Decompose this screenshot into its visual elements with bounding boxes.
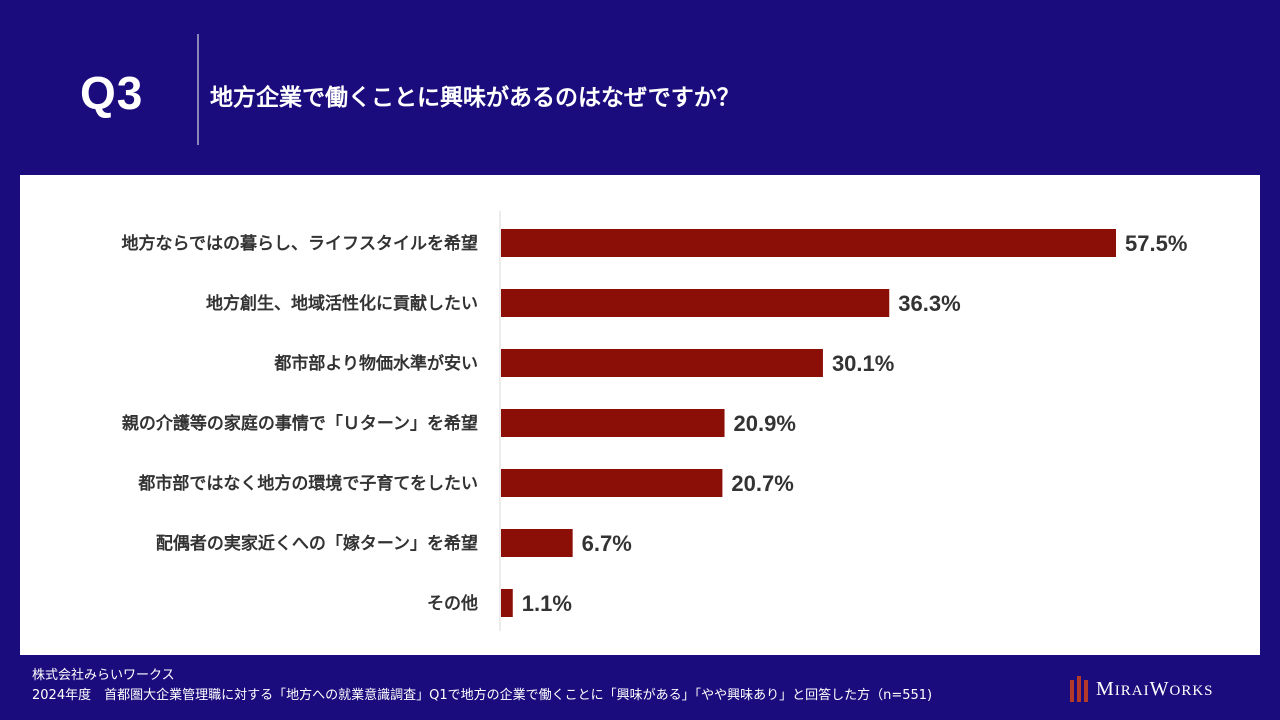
bar [501, 469, 723, 497]
header-divider [197, 34, 199, 145]
category-label: その他 [427, 593, 478, 614]
category-label: 親の介護等の家庭の事情で「Ｕターン」を希望 [122, 413, 478, 434]
value-label: 20.9% [734, 411, 796, 436]
chart-panel: 地方ならではの暮らし、ライフスタイルを希望 57.5% 地方創生、地域活性化に貢献し… [20, 175, 1260, 655]
value-label: 57.5% [1125, 231, 1187, 256]
bar [501, 409, 725, 437]
category-label: 都市部より物価水準が安い [273, 353, 478, 374]
bar [501, 229, 1116, 257]
logo-icon [1070, 676, 1088, 702]
bar [501, 589, 513, 617]
company-name: 株式会社みらいワークス [32, 668, 175, 683]
category-label: 地方創生、地域活性化に貢献したい [206, 293, 478, 314]
value-label: 36.3% [898, 291, 960, 316]
footer-notes: 株式会社みらいワークス 2024年度 首都圏大企業管理職に対する「地方への就業意… [32, 666, 932, 706]
bar [501, 349, 823, 377]
miraiworks-logo: MIRAIWORKS [1070, 676, 1214, 702]
bar [501, 529, 573, 557]
value-label: 30.1% [832, 351, 894, 376]
value-label: 1.1% [522, 591, 572, 616]
bar [501, 289, 890, 317]
logo-text: MIRAIWORKS [1096, 677, 1214, 700]
value-label: 6.7% [582, 531, 632, 556]
bar-chart: 地方ならではの暮らし、ライフスタイルを希望 57.5% 地方創生、地域活性化に貢献し… [122, 211, 1187, 631]
category-label: 都市部ではなく地方の環境で子育てをしたい [137, 473, 478, 494]
page-title: 地方企業で働くことに興味があるのはなぜですか？ [210, 85, 740, 111]
survey-source: 2024年度 首都圏大企業管理職に対する「地方への就業意識調査」Q1で地方の企業… [32, 688, 933, 703]
category-label: 地方ならではの暮らし、ライフスタイルを希望 [122, 233, 479, 254]
value-label: 20.7% [731, 471, 793, 496]
question-number: Q3 [80, 67, 144, 119]
category-label: 配偶者の実家近くへの「嫁ターン」を希望 [156, 533, 478, 554]
